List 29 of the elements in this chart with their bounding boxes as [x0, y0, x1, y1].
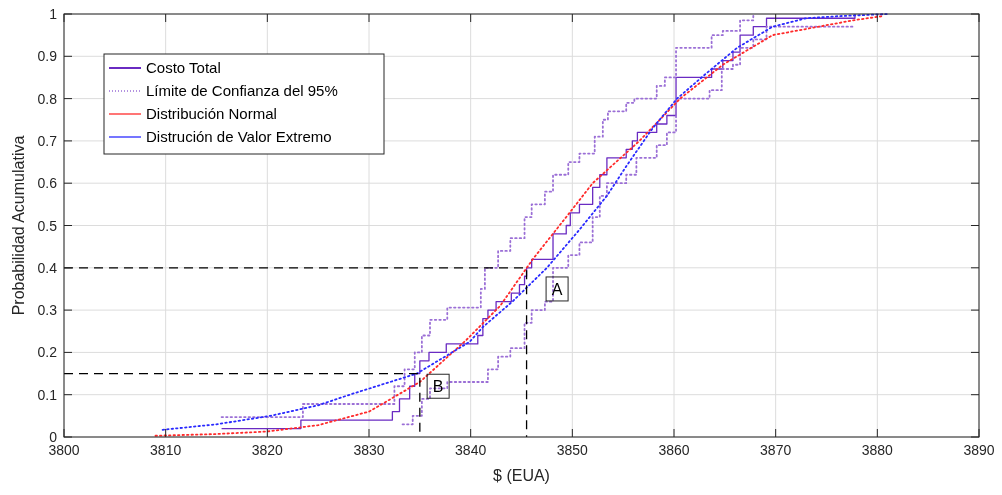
y-tick-label: 0.5 [37, 217, 58, 234]
x-tick-label: 3810 [150, 442, 182, 458]
y-tick-label: 0.8 [37, 90, 58, 107]
y-tick-label: 0.3 [37, 302, 58, 319]
legend-label: Costo Total [146, 59, 221, 76]
x-tick-label: 3830 [353, 442, 385, 458]
legend-label: Distrución de Valor Extremo [146, 128, 332, 145]
y-axis-title: Probabilidad Acumulativa [10, 135, 27, 316]
y-tick-label: 0.7 [37, 132, 58, 149]
y-tick-label: 0.4 [37, 259, 58, 276]
y-tick-label: 0.1 [37, 386, 58, 403]
y-tick-label: 0 [49, 429, 58, 445]
x-tick-label: 3840 [455, 442, 487, 458]
x-tick-label: 3800 [48, 442, 80, 458]
annotation: A [551, 280, 563, 298]
x-tick-label: 3820 [251, 442, 284, 458]
annotation: B [432, 378, 444, 396]
y-tick-label: 0.9 [37, 48, 58, 65]
legend-label: Distribución Normal [146, 105, 277, 122]
x-axis-title: $ (EUA) [493, 467, 550, 484]
x-tick-label: 3890 [963, 442, 995, 458]
y-tick-label: 0.6 [37, 175, 58, 192]
legend-label: Límite de Confianza del 95% [146, 82, 338, 99]
x-tick-label: 3860 [658, 442, 690, 458]
x-tick-label: 3870 [760, 442, 792, 458]
x-tick-label: 3880 [861, 442, 894, 458]
y-tick-label: 0.2 [37, 344, 58, 361]
y-tick-label: 1 [49, 6, 58, 22]
x-tick-label: 3850 [556, 442, 589, 458]
